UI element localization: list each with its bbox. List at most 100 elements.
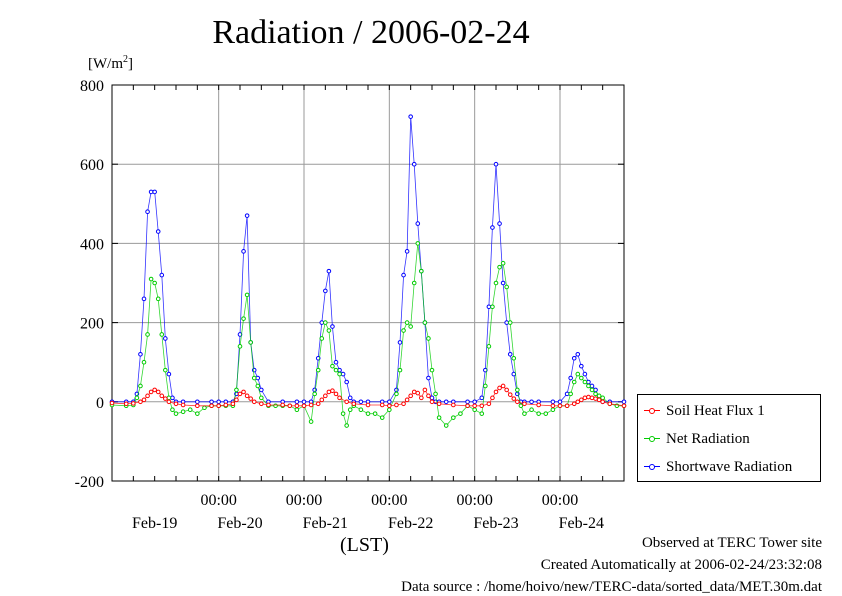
- footer-observed: Observed at TERC Tower site: [641, 535, 822, 551]
- y-axis-unit-label: [W/m2]: [88, 54, 133, 73]
- legend-swatch-shortwave-radiation: [644, 462, 660, 472]
- point-soil-heat-flux-1: [294, 403, 300, 409]
- point-net-radiation: [394, 391, 399, 397]
- point-soil-heat-flux-1: [180, 402, 186, 408]
- point-shortwave-radiation: [312, 387, 317, 393]
- point-net-radiation: [166, 395, 172, 401]
- point-net-radiation: [401, 328, 406, 333]
- point-soil-heat-flux-1: [266, 402, 271, 408]
- point-soil-heat-flux-1: [486, 401, 492, 407]
- point-net-radiation: [340, 411, 346, 416]
- point-net-radiation: [358, 407, 364, 413]
- point-net-radiation: [518, 403, 524, 409]
- point-net-radiation: [365, 411, 371, 416]
- point-shortwave-radiation: [166, 371, 172, 377]
- point-net-radiation: [443, 423, 449, 428]
- y-tick-label: 400: [80, 236, 104, 253]
- point-shortwave-radiation: [241, 249, 246, 254]
- point-net-radiation: [138, 383, 143, 389]
- point-soil-heat-flux-1: [216, 403, 221, 409]
- point-net-radiation: [600, 395, 605, 401]
- point-soil-heat-flux-1: [493, 389, 499, 395]
- point-shortwave-radiation: [323, 288, 328, 294]
- point-shortwave-radiation: [568, 375, 573, 381]
- y-tick-label: 600: [80, 157, 104, 174]
- footer-created: Created Automatically at 2006-02-24/23:3…: [540, 557, 822, 573]
- point-net-radiation: [415, 241, 421, 246]
- point-net-radiation: [536, 411, 541, 416]
- point-soil-heat-flux-1: [504, 387, 509, 393]
- point-net-radiation: [589, 387, 595, 393]
- y-tick-label: -200: [75, 474, 104, 491]
- point-net-radiation: [522, 411, 527, 416]
- point-shortwave-radiation: [209, 399, 214, 405]
- point-net-radiation: [486, 344, 492, 349]
- point-soil-heat-flux-1: [497, 385, 502, 391]
- point-shortwave-radiation: [333, 359, 339, 365]
- point-soil-heat-flux-1: [308, 402, 314, 408]
- point-net-radiation: [234, 387, 239, 393]
- point-shortwave-radiation: [152, 189, 157, 195]
- x-day-label: Feb-20: [217, 515, 262, 532]
- point-net-radiation: [259, 395, 264, 401]
- point-soil-heat-flux-1: [379, 402, 385, 408]
- point-net-radiation: [180, 409, 186, 415]
- point-net-radiation: [237, 344, 243, 349]
- point-soil-heat-flux-1: [351, 401, 357, 407]
- point-shortwave-radiation: [479, 395, 485, 401]
- point-shortwave-radiation: [397, 340, 403, 345]
- point-net-radiation: [248, 340, 253, 345]
- point-soil-heat-flux-1: [557, 403, 563, 409]
- point-soil-heat-flux-1: [479, 403, 485, 409]
- point-net-radiation: [173, 411, 179, 416]
- point-soil-heat-flux-1: [465, 403, 470, 409]
- point-soil-heat-flux-1: [404, 397, 410, 403]
- series-line-soil-heat-flux-1: [111, 385, 625, 407]
- y-tick-label: 200: [80, 316, 104, 333]
- point-net-radiation: [579, 375, 584, 381]
- point-soil-heat-flux-1: [241, 389, 246, 395]
- point-soil-heat-flux-1: [536, 402, 541, 408]
- x-time-label: 00:00: [200, 492, 236, 509]
- point-soil-heat-flux-1: [330, 388, 335, 394]
- point-net-radiation: [511, 355, 517, 361]
- point-soil-heat-flux-1: [166, 399, 172, 405]
- point-net-radiation: [479, 411, 485, 416]
- point-soil-heat-flux-1: [159, 393, 165, 399]
- y-unit-superscript: 2: [123, 54, 128, 65]
- point-shortwave-radiation: [408, 114, 413, 119]
- point-net-radiation: [379, 415, 385, 420]
- point-soil-heat-flux-1: [237, 391, 243, 397]
- legend-swatch-net-radiation: [644, 434, 660, 444]
- point-net-radiation: [244, 292, 250, 298]
- point-soil-heat-flux-1: [280, 402, 285, 408]
- point-net-radiation: [529, 407, 534, 413]
- point-net-radiation: [195, 411, 200, 416]
- point-soil-heat-flux-1: [436, 401, 442, 407]
- point-net-radiation: [148, 276, 154, 282]
- legend-label-shortwave-radiation: Shortwave Radiation: [666, 458, 793, 475]
- point-shortwave-radiation: [465, 399, 470, 405]
- point-net-radiation: [337, 371, 342, 377]
- point-net-radiation: [490, 304, 495, 310]
- point-shortwave-radiation: [557, 399, 563, 405]
- point-shortwave-radiation: [404, 249, 410, 254]
- x-day-label: Feb-24: [559, 515, 604, 532]
- point-net-radiation: [571, 379, 577, 385]
- point-net-radiation: [543, 411, 549, 416]
- point-shortwave-radiation: [326, 268, 332, 274]
- point-net-radiation: [330, 363, 335, 369]
- point-net-radiation: [515, 387, 520, 393]
- plot-frame: [111, 84, 625, 482]
- point-soil-heat-flux-1: [259, 401, 264, 407]
- point-net-radiation: [145, 332, 150, 337]
- point-soil-heat-flux-1: [415, 390, 421, 396]
- point-soil-heat-flux-1: [337, 395, 342, 401]
- legend-label-soil-heat-flux: Soil Heat Flux 1: [666, 402, 765, 419]
- point-soil-heat-flux-1: [323, 393, 328, 399]
- point-soil-heat-flux-1: [571, 401, 577, 407]
- point-soil-heat-flux-1: [426, 393, 431, 399]
- point-soil-heat-flux-1: [419, 395, 424, 401]
- x-time-label: 00:00: [286, 492, 322, 509]
